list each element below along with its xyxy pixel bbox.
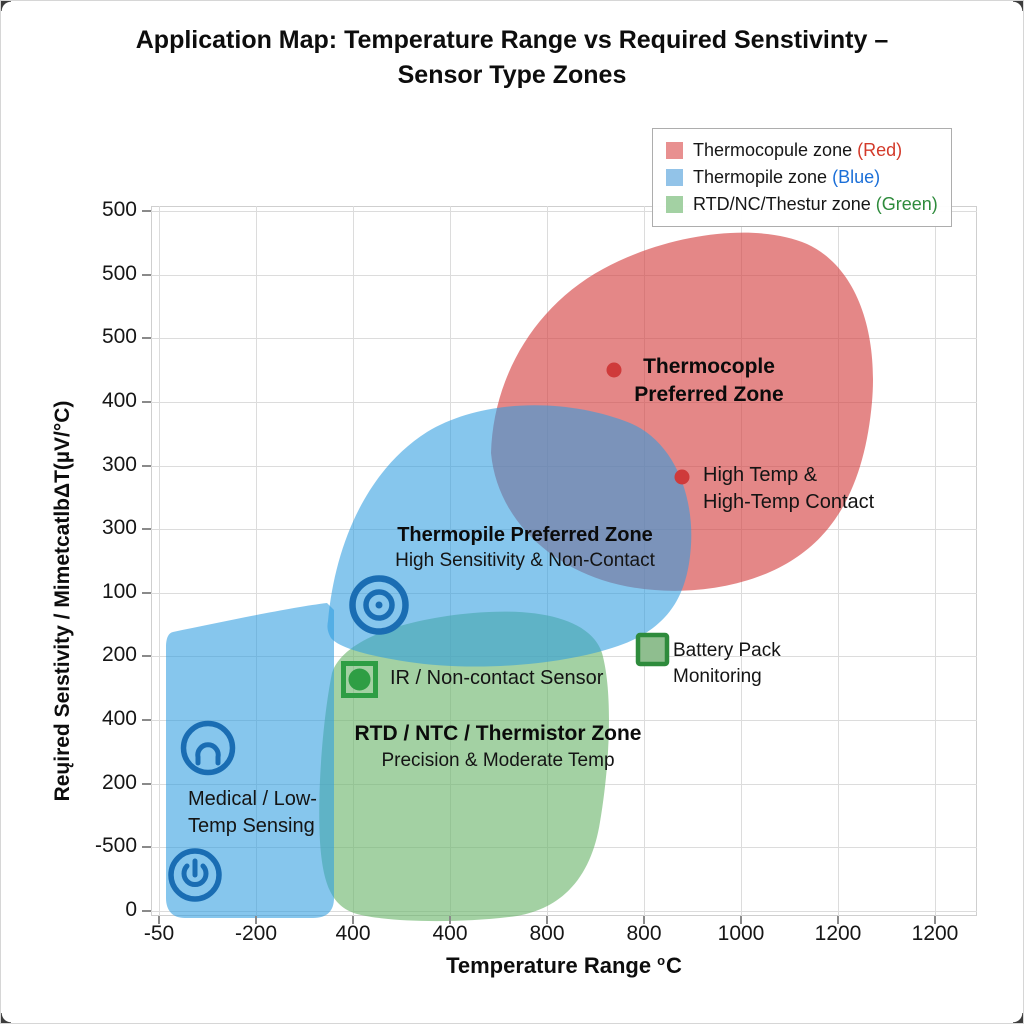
y-tick-mark bbox=[142, 400, 151, 403]
rtd-zone-label: RTD / NTC / Thermistor Zone Precision & … bbox=[339, 720, 657, 774]
thermopile-zone-label-line2: High Sensitivity & Non-Contact bbox=[395, 550, 655, 571]
y-tick-mark bbox=[142, 846, 151, 849]
chart-title-line1: Application Map: Temperature Range vs Re… bbox=[135, 26, 889, 54]
x-tick-label: 1200 bbox=[911, 922, 959, 945]
x-gridline bbox=[159, 206, 160, 916]
y-tick-label: 0 bbox=[125, 897, 137, 921]
y-gridline bbox=[151, 783, 977, 785]
thermopile-zone-label: Thermopile Preferred Zone High Sensitivi… bbox=[381, 522, 669, 574]
y-gridline bbox=[151, 211, 977, 212]
screenshot-corner bbox=[1013, 1013, 1023, 1023]
high-temp-label-line1: High Temp & bbox=[703, 464, 818, 486]
high-temp-label: High Temp & High-Temp Contact bbox=[703, 462, 874, 516]
x-gridline bbox=[256, 206, 257, 916]
screenshot-corner bbox=[1013, 1, 1023, 11]
x-tick-label: 400 bbox=[335, 922, 371, 945]
legend-swatch-green bbox=[666, 196, 683, 213]
y-tick-label: 100 bbox=[101, 579, 137, 603]
y-tick-mark bbox=[142, 909, 151, 912]
legend-label-thermocouple: Thermocopule zone (Red) bbox=[693, 140, 903, 160]
y-tick-label: 500 bbox=[101, 198, 137, 221]
x-gridline bbox=[353, 206, 354, 916]
x-tick-mark bbox=[255, 916, 257, 924]
y-tick-label: 300 bbox=[101, 516, 137, 540]
rtd-zone-label-line2: Precision & Moderate Temp bbox=[381, 750, 615, 771]
legend-swatch-blue bbox=[666, 169, 683, 186]
x-gridline bbox=[838, 206, 839, 916]
y-tick-label: 400 bbox=[101, 388, 137, 412]
y-tick-label: -500 bbox=[94, 834, 137, 858]
x-tick-label: -50 bbox=[143, 922, 175, 945]
y-tick-mark bbox=[142, 719, 151, 722]
x-tick-mark bbox=[837, 916, 839, 924]
y-tick-label: 200 bbox=[101, 770, 137, 794]
x-tick-mark bbox=[934, 916, 936, 924]
x-tick-label: 800 bbox=[529, 922, 565, 945]
x-axis-unit: C bbox=[666, 953, 682, 978]
x-gridline bbox=[741, 206, 742, 916]
legend-note-red: (Red) bbox=[857, 140, 903, 160]
legend-swatch-red bbox=[666, 142, 683, 159]
x-tick-label: 1000 bbox=[717, 922, 765, 945]
thermopile-zone-label-line1: Thermopile Preferred Zone bbox=[397, 524, 653, 546]
high-temp-label-line2: High-Temp Contact bbox=[703, 491, 875, 513]
medical-label-line1: Medical / Low- bbox=[188, 788, 317, 810]
y-tick-label: 200 bbox=[101, 643, 137, 667]
thermocouple-zone-label-line2: Preferred Zone bbox=[634, 383, 784, 406]
legend-item-rtd: RTD/NC/Thestur zone (Green) bbox=[666, 191, 938, 218]
x-tick-mark bbox=[740, 916, 742, 924]
y-tick-mark bbox=[142, 591, 151, 594]
x-tick-label: 800 bbox=[626, 922, 662, 945]
y-tick-mark bbox=[142, 464, 151, 467]
x-tick-label: 400 bbox=[432, 922, 468, 945]
rtd-zone-label-line1: RTD / NTC / Thermistor Zone bbox=[354, 722, 642, 745]
y-tick-mark bbox=[142, 337, 151, 340]
legend-item-thermocouple: Thermocopule zone (Red) bbox=[666, 137, 938, 164]
legend-item-thermopile: Thermopile zone (Blue) bbox=[666, 164, 938, 191]
medical-label: Medical / Low- Temp Sensing bbox=[188, 786, 317, 840]
y-gridline bbox=[151, 401, 977, 403]
y-tick-mark bbox=[142, 210, 151, 212]
legend-label-thermopile: Thermopile zone (Blue) bbox=[693, 167, 881, 187]
battery-pack-label-line2: Monitoring bbox=[673, 666, 762, 687]
legend-note-blue: (Blue) bbox=[832, 167, 881, 187]
x-axis-degree-sup: o bbox=[657, 953, 666, 968]
x-tick-mark bbox=[158, 916, 160, 924]
ir-sensor-label: IR / Non-contact Sensor bbox=[390, 667, 604, 689]
y-tick-mark bbox=[142, 655, 151, 658]
y-gridline bbox=[151, 847, 977, 849]
screenshot-corner bbox=[1, 1, 11, 11]
thermocouple-zone-label: Thermocople Preferred Zone bbox=[599, 353, 819, 409]
battery-pack-label-line1: Battery Pack bbox=[673, 640, 781, 661]
y-gridline bbox=[151, 656, 977, 658]
chart-title: Application Map: Temperature Range vs Re… bbox=[1, 23, 1023, 93]
y-tick-label: 400 bbox=[101, 707, 137, 731]
screenshot-corner bbox=[1, 1013, 11, 1023]
x-tick-label: 1200 bbox=[814, 922, 862, 945]
y-gridline bbox=[151, 910, 977, 912]
y-gridline bbox=[151, 338, 977, 340]
x-axis-title-text: Temperature Range bbox=[446, 953, 652, 978]
x-axis-title: Temperature Range oC bbox=[151, 953, 977, 979]
x-tick-mark bbox=[643, 916, 645, 924]
y-tick-label: 300 bbox=[101, 452, 137, 476]
y-tick-mark bbox=[142, 528, 151, 531]
legend-note-green: (Green) bbox=[875, 194, 938, 214]
battery-pack-label: Battery Pack Monitoring bbox=[673, 638, 781, 690]
y-tick-label: 500 bbox=[101, 261, 137, 285]
y-gridline bbox=[151, 274, 977, 276]
x-gridline bbox=[935, 206, 936, 916]
medical-label-line2: Temp Sensing bbox=[188, 815, 315, 837]
y-tick-mark bbox=[142, 273, 151, 276]
x-tick-label: -200 bbox=[234, 922, 278, 945]
y-gridline bbox=[151, 592, 977, 594]
thermocouple-zone-label-line1: Thermocople bbox=[643, 355, 775, 378]
legend-label-rtd: RTD/NC/Thestur zone (Green) bbox=[693, 194, 938, 214]
y-tick-mark bbox=[142, 782, 151, 785]
chart-title-line2: Sensor Type Zones bbox=[397, 61, 627, 89]
y-tick-label: 500 bbox=[101, 325, 137, 349]
legend: Thermocopule zone (Red) Thermopile zone … bbox=[652, 128, 952, 227]
